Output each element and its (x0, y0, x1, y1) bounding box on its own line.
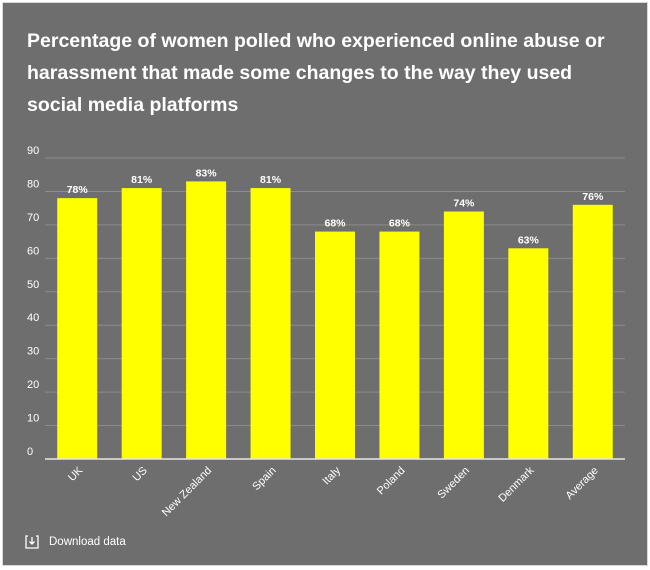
y-tick-label: 20 (27, 379, 39, 391)
x-tick-label: Poland (375, 465, 408, 498)
data-label: 81% (131, 174, 153, 186)
x-tick-label: Denmark (496, 464, 536, 504)
y-tick-label: 10 (27, 413, 39, 425)
y-tick-label: 30 (27, 346, 39, 358)
x-tick-label: Sweden (435, 465, 472, 502)
data-label: 76% (582, 191, 604, 203)
y-tick-label: 90 (27, 145, 39, 157)
y-tick-label: 70 (27, 212, 39, 224)
bar (443, 211, 484, 459)
bar (315, 231, 355, 459)
y-tick-label: 80 (27, 178, 39, 190)
x-tick-label: Spain (250, 465, 278, 493)
bar (508, 248, 549, 459)
bar (250, 188, 291, 459)
bar (186, 181, 227, 459)
y-tick-label: 50 (27, 279, 39, 291)
data-label: 83% (196, 167, 218, 179)
y-tick-label: 40 (27, 312, 39, 324)
x-tick-label: Italy (320, 464, 343, 487)
data-label: 78% (67, 184, 89, 196)
data-label: 68% (324, 218, 346, 230)
bar (379, 231, 420, 459)
bar (121, 188, 162, 459)
data-label: 63% (518, 234, 540, 246)
data-label: 74% (453, 198, 475, 210)
bar-chart: 0 10 20 30 40 50 60 70 80 90 78% UK 81% US 83% New Zeal… (27, 145, 625, 519)
chart-title: Percentage of women polled who experienc… (27, 30, 605, 116)
data-label: 68% (389, 218, 411, 230)
x-tick-label: UK (66, 464, 86, 484)
x-tick-label: New Zealand (160, 465, 214, 519)
download-icon (25, 535, 39, 549)
x-tick-label: Average (564, 465, 601, 502)
data-label: 81% (260, 174, 282, 186)
y-tick-label: 60 (27, 245, 39, 257)
bar (572, 204, 613, 459)
download-data-button[interactable]: Download data (25, 535, 126, 549)
download-data-label: Download data (49, 536, 126, 548)
bar (57, 198, 98, 459)
y-tick-label: 0 (27, 446, 33, 458)
x-tick-label: US (130, 465, 149, 484)
